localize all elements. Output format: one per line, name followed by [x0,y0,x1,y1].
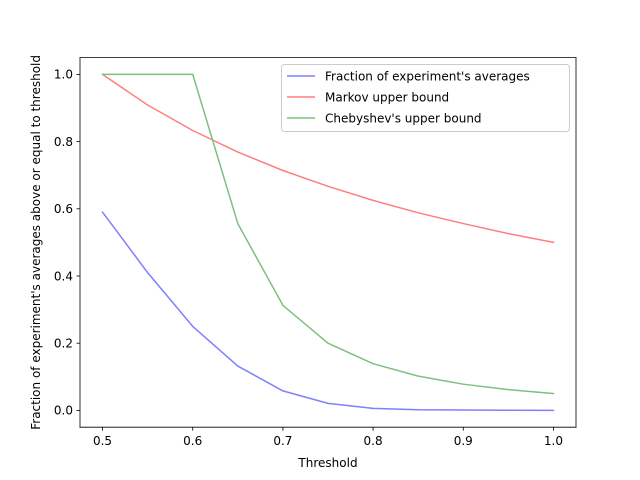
y-tick-label: 0.0 [54,404,73,418]
y-tick-label: 0.6 [54,202,73,216]
y-tick-label: 0.2 [54,337,73,351]
y-tick-label: 0.4 [54,269,73,283]
series-line-chebyshev [101,73,555,395]
y-tick-label: 0.8 [54,135,73,149]
series-layer [101,73,555,412]
x-tick-label: 0.8 [364,434,383,448]
legend-label-fraction: Fraction of experiment's averages [325,70,530,84]
x-axis-label: Threshold [297,456,357,470]
y-tick-label: 1.0 [54,68,73,82]
series-line-markov [101,73,555,244]
x-tick-label: 0.7 [273,434,292,448]
x-tick-label: 0.9 [454,434,473,448]
legend-label-markov: Markov upper bound [325,91,449,105]
legend: Fraction of experiment's averages Markov… [281,64,570,132]
x-tick-label: 1.0 [544,434,563,448]
x-tick-label: 0.5 [93,434,112,448]
y-axis-ticks: 0.0 0.2 0.4 0.6 0.8 1.0 [54,68,80,418]
x-tick-label: 0.6 [183,434,202,448]
axes-frame [79,57,577,428]
legend-box [281,64,570,132]
x-axis-ticks: 0.5 0.6 0.7 0.8 0.9 1.0 [93,427,563,448]
y-axis-label: Fraction of experiment's averages above … [29,55,43,430]
legend-label-chebyshev: Chebyshev's upper bound [325,112,482,126]
series-line-fraction [101,211,555,412]
